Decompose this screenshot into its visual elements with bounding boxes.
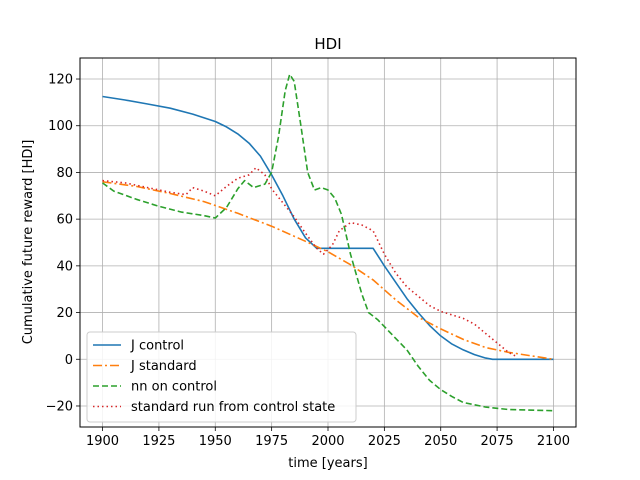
y-tick-label: −20 (46, 399, 73, 414)
y-tick-label: 40 (56, 259, 73, 274)
legend-box (86, 331, 357, 423)
series-line-4 (102, 167, 516, 357)
series-lines (102, 73, 554, 412)
series-line-3 (102, 73, 554, 412)
legend-label: J standard (130, 359, 197, 374)
legend-label: standard run from control state (131, 400, 335, 415)
x-tick-label: 1975 (255, 434, 288, 449)
y-tick-label: 60 (56, 213, 73, 228)
series-line-1 (102, 95, 554, 361)
y-axis-title: Cumulative future reward [HDI] (21, 140, 36, 345)
x-tick-label: 2075 (481, 434, 514, 449)
x-tick-label: 1900 (86, 434, 119, 449)
series-line-2 (102, 181, 554, 361)
y-tick-label: 100 (48, 119, 73, 134)
x-tick-label: 2025 (368, 434, 401, 449)
x-tick-label: 2000 (311, 434, 344, 449)
y-tick-label: 80 (56, 166, 73, 181)
x-tick-label: 1950 (199, 434, 232, 449)
legend-label: nn on control (131, 380, 217, 395)
legend-label: J control (130, 339, 184, 354)
x-tick-label: 1925 (142, 434, 175, 449)
x-tick-label: 2050 (424, 434, 457, 449)
x-tick-label: 2100 (537, 434, 570, 449)
y-tick-label: 120 (48, 73, 73, 88)
chart-title: HDI (314, 35, 341, 53)
y-tick-label: 0 (65, 353, 73, 368)
axis-ticks: 1900 1925 1950 1975 2000 2025 2050 2075 2100 −20 0… (46, 73, 570, 449)
x-axis-title: time [years] (288, 456, 367, 471)
y-tick-label: 20 (56, 306, 73, 321)
legend: J control J standard nn on control standard… (86, 331, 357, 423)
